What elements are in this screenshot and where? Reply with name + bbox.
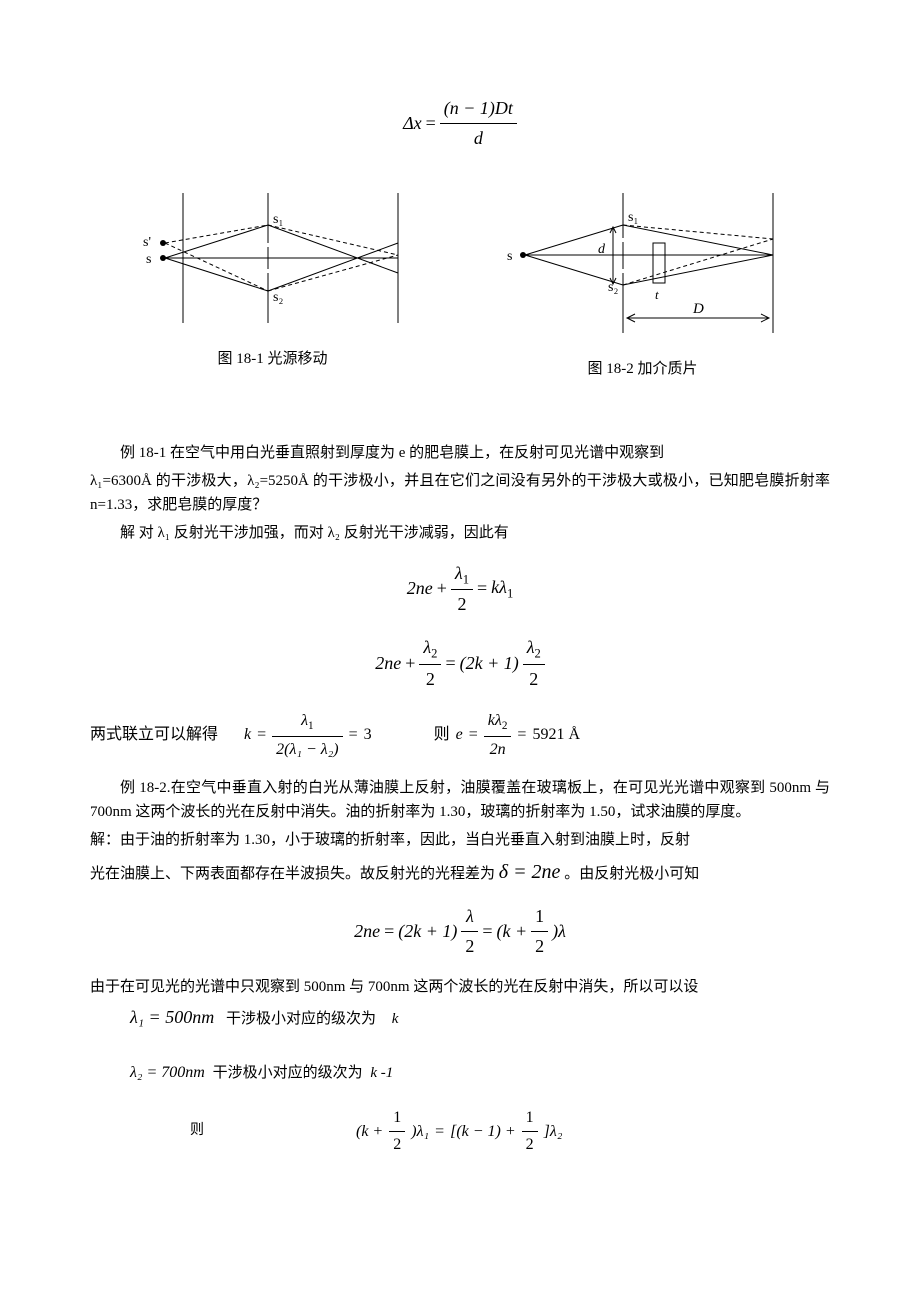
svg-text:d: d <box>598 242 606 257</box>
delta-eq: δ = 2ne <box>499 861 561 883</box>
svg-text:t: t <box>655 287 659 302</box>
figure-18-1: s' s s₁ s₂ 图 18-1 光源移动 <box>128 183 418 381</box>
final-eq-row: 则 (k + 1 2 )λ₁ = [(k − 1) + 1 2 ]λ₂ <box>190 1105 830 1157</box>
ex18-1-intro: 例 18-1 在空气中用白光垂直照射到厚度为 e 的肥皂膜上，在反射可见光谱中观… <box>90 441 830 465</box>
top-fraction: (n − 1)Dt d <box>440 94 517 153</box>
k-and-e-row: 两式联立可以解得 k = λ1 2(λ₁ − λ₂) = 3 则 e = kλ2… <box>90 708 830 763</box>
ex18-2-obs: 由于在可见光的光谱中只观察到 500nm 与 700nm 这两个波长的光在反射中… <box>90 975 830 999</box>
figures-row: s' s s₁ s₂ 图 18-1 光源移动 <box>90 183 830 381</box>
dx: Δx <box>403 109 422 138</box>
fig1-svg: s' s s₁ s₂ <box>128 183 418 333</box>
ex18-1-solhead: 解 对 λ₁ 反射光干涉加强，而对 λ₂ 反射光干涉减弱，因此有 <box>90 521 830 545</box>
lam2-line: λ₂ = 700nm 干涉极小对应的级次为 k -1 <box>130 1060 830 1086</box>
svg-text:s₁: s₁ <box>628 210 638 225</box>
ex18-2-intro: 例 18-2.在空气中垂直入射的白光从薄油膜上反射，油膜覆盖在玻璃板上，在可见光… <box>90 776 830 824</box>
svg-text:s': s' <box>143 235 151 250</box>
eq-2ne-lam1: 2ne + λ1 2 = kλ1 <box>90 559 830 620</box>
fig2-svg: s s₁ s₂ t d D <box>493 183 793 343</box>
svg-text:s₂: s₂ <box>273 290 283 305</box>
svg-text:s₁: s₁ <box>273 212 283 227</box>
svg-text:s: s <box>146 252 151 267</box>
svg-text:s: s <box>507 249 512 264</box>
fig1-caption: 图 18-1 光源移动 <box>128 347 418 371</box>
ex18-2-sol1: 解：由于油的折射率为 1.30，小于玻璃的折射率，因此，当白光垂直入射到油膜上时… <box>90 828 830 852</box>
top-equation: Δx = (n − 1)Dt d <box>90 94 830 153</box>
ex18-2-sol2: 光在油膜上、下两表面都存在半波损失。故反射光的光程差为 δ = 2ne 。由反射… <box>90 856 830 888</box>
svg-text:D: D <box>692 301 704 317</box>
figure-18-2: s s₁ s₂ t d D <box>493 183 793 381</box>
fig2-caption: 图 18-2 加介质片 <box>493 357 793 381</box>
eq-2ne-lam2: 2ne + λ2 2 = (2k + 1) λ2 2 <box>90 633 830 694</box>
ex18-1-intro2: λ₁=6300Å 的干涉极大，λ₂=5250Å 的干涉极小，并且在它们之间没有另… <box>90 469 830 517</box>
lam1-line: λ₁ = 500nm 干涉极小对应的级次为 k <box>130 1003 830 1032</box>
eq-min-condition: 2ne = (2k + 1) λ 2 = (k + 1 2 )λ <box>90 902 830 961</box>
